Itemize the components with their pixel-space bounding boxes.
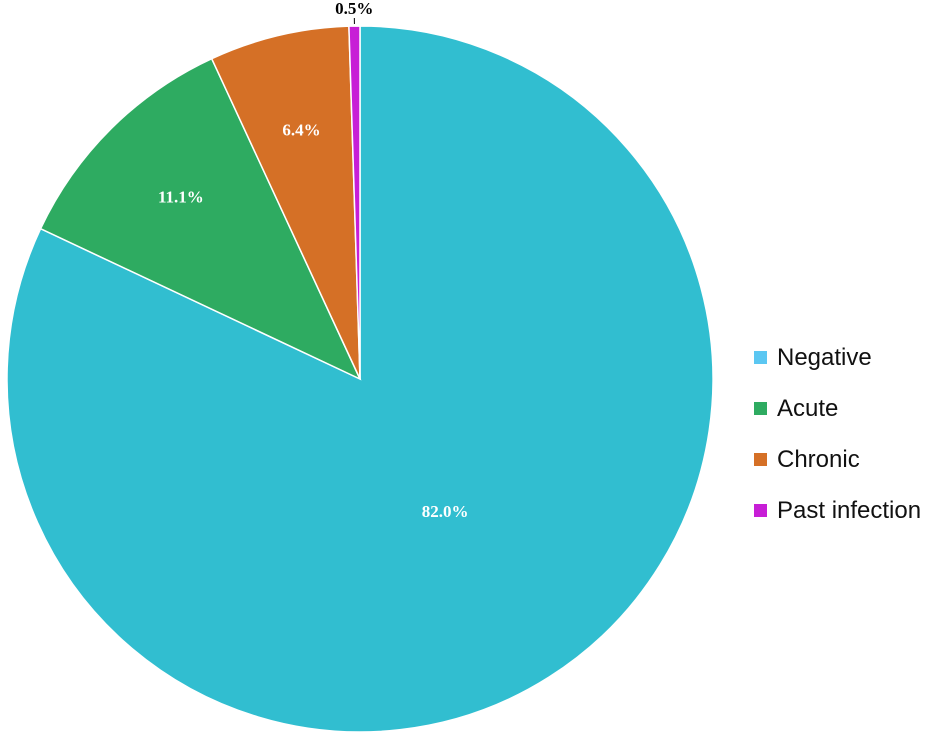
data-label-negative: 82.0%: [422, 502, 469, 521]
legend-item-acute: Acute: [754, 383, 921, 434]
legend-swatch-past-infection: [754, 504, 767, 517]
data-label-chronic: 6.4%: [282, 121, 320, 140]
legend-label-past-infection: Past infection: [777, 496, 922, 524]
pie-slices: [6, 25, 714, 733]
pie-data-labels: 82.0% 11.1% 6.4% 0.5%: [158, 0, 469, 521]
legend-label-acute: Acute: [777, 394, 839, 422]
legend-label-chronic: Chronic: [777, 445, 860, 473]
data-label-acute: 11.1%: [158, 188, 204, 207]
legend-item-chronic: Chronic: [754, 434, 921, 485]
legend-swatch-chronic: [754, 453, 767, 466]
legend-item-past-infection: Past infection: [754, 485, 921, 536]
legend-label-negative: Negative: [777, 343, 872, 371]
legend: Negative Acute Chronic Past infection: [754, 332, 921, 536]
pie-slice-past-infection: [348, 25, 361, 380]
data-label-past-infection: 0.5%: [335, 0, 373, 18]
legend-item-negative: Negative: [754, 332, 921, 383]
legend-swatch-negative: [754, 351, 767, 364]
legend-swatch-acute: [754, 402, 767, 415]
pie-slice-acute: [39, 57, 362, 381]
pie-slice-negative: [6, 25, 714, 733]
pie-slice-chronic: [210, 25, 361, 380]
